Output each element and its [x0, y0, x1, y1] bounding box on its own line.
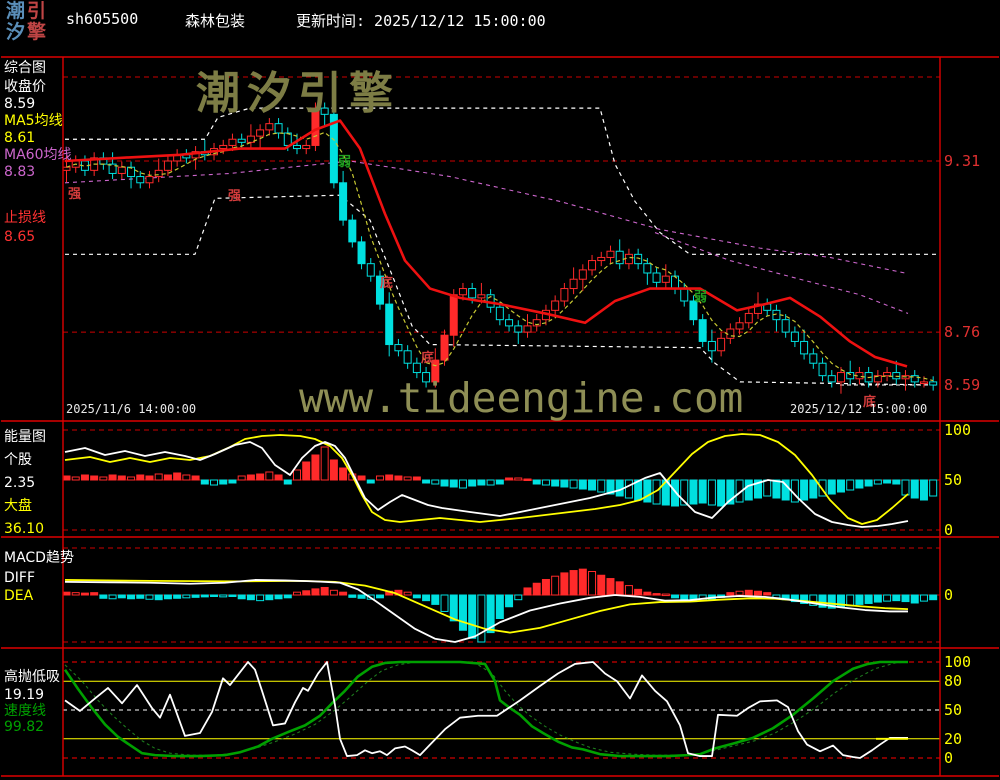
update-time: 更新时间: 2025/12/12 15:00:00 [296, 12, 546, 30]
stock-name: 森林包装 [185, 12, 246, 30]
top-bar: 潮 汐 引 擎 sh605500 森林包装 更新时间: 2025/12/12 1… [0, 0, 1000, 57]
logo-char: 汐 [6, 21, 26, 43]
logo-char: 潮 [6, 0, 26, 22]
app-logo-icon: 潮 汐 引 擎 [6, 1, 46, 43]
logo-char: 擎 [27, 21, 47, 43]
stock-code: sh605500 [66, 10, 139, 28]
logo-char: 引 [27, 0, 47, 22]
